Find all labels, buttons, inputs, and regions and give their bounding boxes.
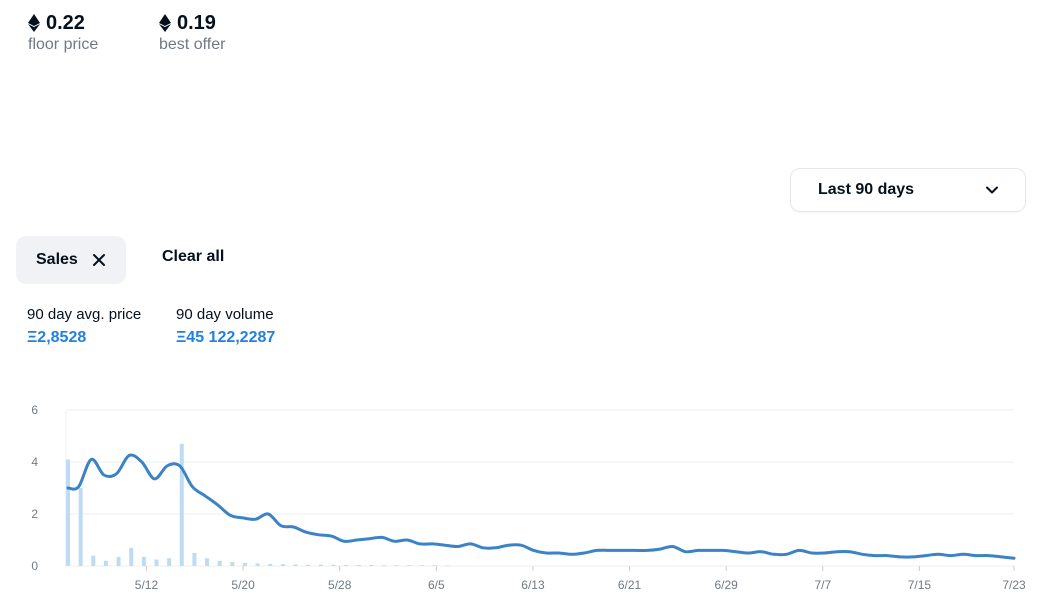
sales-bar bbox=[154, 560, 158, 567]
sales-bar bbox=[180, 444, 184, 566]
sales-filter-label: Sales bbox=[36, 251, 78, 269]
sales-bar bbox=[230, 562, 234, 566]
sales-bar bbox=[91, 556, 95, 566]
chevron-down-icon bbox=[985, 183, 999, 197]
x-tick-label: 6/13 bbox=[521, 578, 545, 592]
volume-metric: 90 day volume Ξ45 122,2287 bbox=[176, 306, 275, 347]
volume-value: Ξ45 122,2287 bbox=[176, 329, 275, 347]
sales-bar bbox=[281, 564, 285, 566]
sales-bar bbox=[294, 564, 298, 566]
y-axis-ticks: 0 2 4 6 bbox=[31, 403, 38, 573]
ethereum-icon bbox=[159, 14, 171, 32]
sales-bar bbox=[79, 488, 83, 566]
sales-filter-chip[interactable]: Sales bbox=[16, 236, 126, 284]
sales-bar bbox=[395, 565, 399, 566]
close-icon[interactable] bbox=[92, 253, 106, 267]
sales-bar bbox=[218, 561, 222, 566]
sales-bar bbox=[433, 565, 437, 566]
x-tick-label: 6/29 bbox=[715, 578, 739, 592]
x-tick-label: 6/5 bbox=[428, 578, 445, 592]
sales-bar bbox=[192, 553, 196, 566]
y-tick-label: 6 bbox=[31, 403, 38, 417]
sales-bar bbox=[445, 565, 449, 566]
sales-bar bbox=[256, 563, 260, 566]
price-line-layer bbox=[68, 455, 1014, 558]
x-tick-label: 5/20 bbox=[231, 578, 255, 592]
time-range-selected: Last 90 days bbox=[818, 181, 914, 199]
y-tick-label: 0 bbox=[31, 559, 38, 573]
y-tick-label: 2 bbox=[31, 507, 38, 521]
time-range-dropdown[interactable]: Last 90 days bbox=[790, 168, 1026, 212]
x-tick-label: 6/21 bbox=[618, 578, 642, 592]
sales-bar bbox=[420, 565, 424, 566]
best-offer-value-row: 0.19 bbox=[159, 10, 225, 36]
floor-price-label: floor price bbox=[28, 36, 98, 54]
x-axis-ticks: 5/12 5/20 5/28 6/5 6/13 6/21 6/29 7/7 7/15 7/23 bbox=[135, 566, 1026, 592]
floor-price-stat: 0.22 floor price bbox=[28, 10, 98, 54]
sales-bar bbox=[142, 557, 146, 566]
best-offer-stat: 0.19 best offer bbox=[159, 10, 225, 54]
sales-bar bbox=[331, 565, 335, 566]
sales-bar bbox=[344, 565, 348, 566]
chart-grid bbox=[66, 410, 1014, 566]
x-tick-label: 5/28 bbox=[328, 578, 352, 592]
x-tick-label: 7/15 bbox=[908, 578, 932, 592]
sales-bar bbox=[357, 565, 361, 566]
sales-bar bbox=[129, 548, 133, 566]
price-history-chart: 0 2 4 6 5/12 5/20 5/28 6/5 6/13 6/21 6/29 7/7 7/15 7… bbox=[0, 390, 1042, 602]
sales-bar bbox=[319, 565, 323, 566]
sales-bar bbox=[243, 563, 247, 566]
avg-price-metric: 90 day avg. price Ξ2,8528 bbox=[27, 306, 141, 347]
sales-bar bbox=[369, 565, 373, 566]
best-offer-label: best offer bbox=[159, 36, 225, 54]
avg-price-label: 90 day avg. price bbox=[27, 306, 141, 323]
volume-label: 90 day volume bbox=[176, 306, 275, 323]
clear-all-button[interactable]: Clear all bbox=[162, 248, 224, 266]
best-offer-value: 0.19 bbox=[177, 12, 216, 35]
x-tick-label: 7/7 bbox=[814, 578, 831, 592]
sales-bar bbox=[167, 558, 171, 566]
x-tick-label: 7/23 bbox=[1002, 578, 1026, 592]
avg-price-value: Ξ2,8528 bbox=[27, 329, 141, 347]
sales-bar bbox=[66, 459, 70, 566]
y-tick-label: 4 bbox=[31, 455, 38, 469]
sales-bar bbox=[117, 557, 121, 566]
floor-price-value-row: 0.22 bbox=[28, 10, 98, 36]
sales-bar bbox=[407, 565, 411, 566]
ethereum-icon bbox=[28, 14, 40, 32]
sales-bar bbox=[104, 561, 108, 566]
sales-bar bbox=[205, 558, 209, 566]
avg-price-line bbox=[68, 455, 1014, 558]
sales-bar bbox=[382, 565, 386, 566]
floor-price-value: 0.22 bbox=[46, 12, 85, 35]
x-tick-label: 5/12 bbox=[135, 578, 159, 592]
sales-bar bbox=[306, 565, 310, 566]
sales-bar bbox=[268, 564, 272, 566]
